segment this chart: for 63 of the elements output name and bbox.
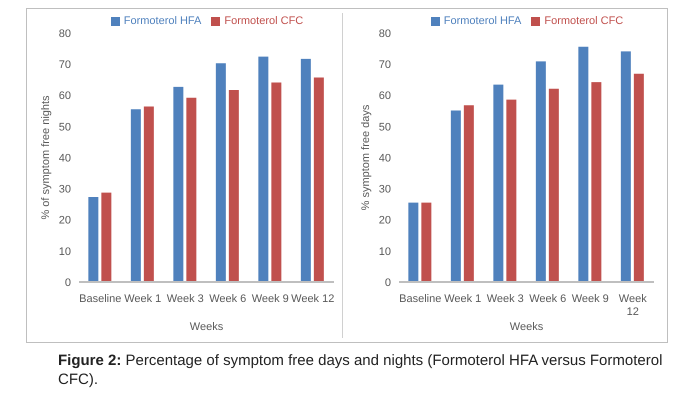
y-axis-title: % symptom free days — [360, 104, 372, 210]
y-axis-title: % of symptom free nights — [40, 94, 52, 220]
bar — [271, 82, 282, 282]
y-tick-label: 20 — [58, 214, 71, 227]
bar — [258, 56, 268, 282]
bar — [216, 63, 226, 282]
bar — [634, 74, 644, 282]
x-axis-title: Weeks — [190, 321, 224, 333]
y-tick-label: 20 — [378, 214, 391, 227]
bar — [130, 109, 141, 282]
y-tick-label: 30 — [378, 184, 391, 196]
x-tick-label: Week 3 — [486, 293, 524, 305]
x-axis-title: Weeks — [510, 321, 544, 333]
text: Figure 2: Percentage of symptom free days and nights (Formoterol HFA versus Formoterol CFC). — [58, 352, 662, 388]
bar — [578, 46, 588, 282]
y-tick-label: 40 — [378, 152, 391, 164]
x-tick-label: Week 9 — [252, 293, 289, 305]
y-tick-label: 60 — [58, 90, 71, 102]
y-tick-label: 80 — [58, 28, 71, 40]
x-tick-label: Week 6 — [209, 293, 246, 305]
x-tick-label: Week 6 — [529, 293, 566, 305]
x-tick-label: Baseline — [399, 293, 442, 305]
x-tick-label: Week 12 — [618, 293, 648, 318]
bar — [101, 192, 112, 282]
x-tick-label: Baseline — [79, 293, 122, 305]
y-tick-label: 10 — [378, 246, 391, 258]
bar — [620, 51, 631, 282]
bar — [314, 78, 324, 282]
y-tick-label: 10 — [58, 246, 71, 258]
legend-label: Formoterol HFA — [444, 15, 522, 27]
legend-label: Formoterol CFC — [224, 15, 304, 27]
y-tick-label: 40 — [58, 152, 71, 164]
y-tick-label: 70 — [58, 59, 71, 72]
y-tick-label: 50 — [378, 121, 391, 134]
y-tick-label: 0 — [384, 276, 391, 289]
bar — [88, 197, 98, 282]
y-tick-label: 70 — [378, 59, 391, 72]
bar — [536, 61, 546, 282]
bar — [300, 58, 311, 282]
bar — [506, 100, 516, 282]
bar — [464, 105, 474, 282]
x-tick-label: Week 1 — [444, 293, 482, 305]
bar — [591, 82, 602, 282]
bar — [186, 98, 196, 282]
bar — [493, 84, 504, 282]
bar — [421, 202, 432, 282]
y-tick-label: 30 — [58, 184, 71, 196]
x-tick-label: Week 1 — [124, 293, 162, 305]
y-tick-label: 80 — [378, 28, 391, 40]
y-tick-label: 50 — [58, 121, 71, 134]
bar — [548, 88, 559, 282]
x-tick-label: Week 3 — [166, 293, 204, 305]
bar — [408, 202, 418, 282]
bar — [228, 90, 239, 282]
x-tick-label: Week 12 — [291, 293, 334, 305]
legend-label: Formoterol CFC — [544, 15, 624, 27]
x-tick-label: Week 9 — [572, 293, 609, 305]
bar — [173, 86, 184, 282]
bar — [450, 110, 461, 282]
legend-label: Formoterol HFA — [124, 15, 202, 27]
bar — [144, 106, 154, 282]
y-tick-label: 0 — [64, 276, 71, 289]
y-tick-label: 60 — [378, 90, 391, 102]
